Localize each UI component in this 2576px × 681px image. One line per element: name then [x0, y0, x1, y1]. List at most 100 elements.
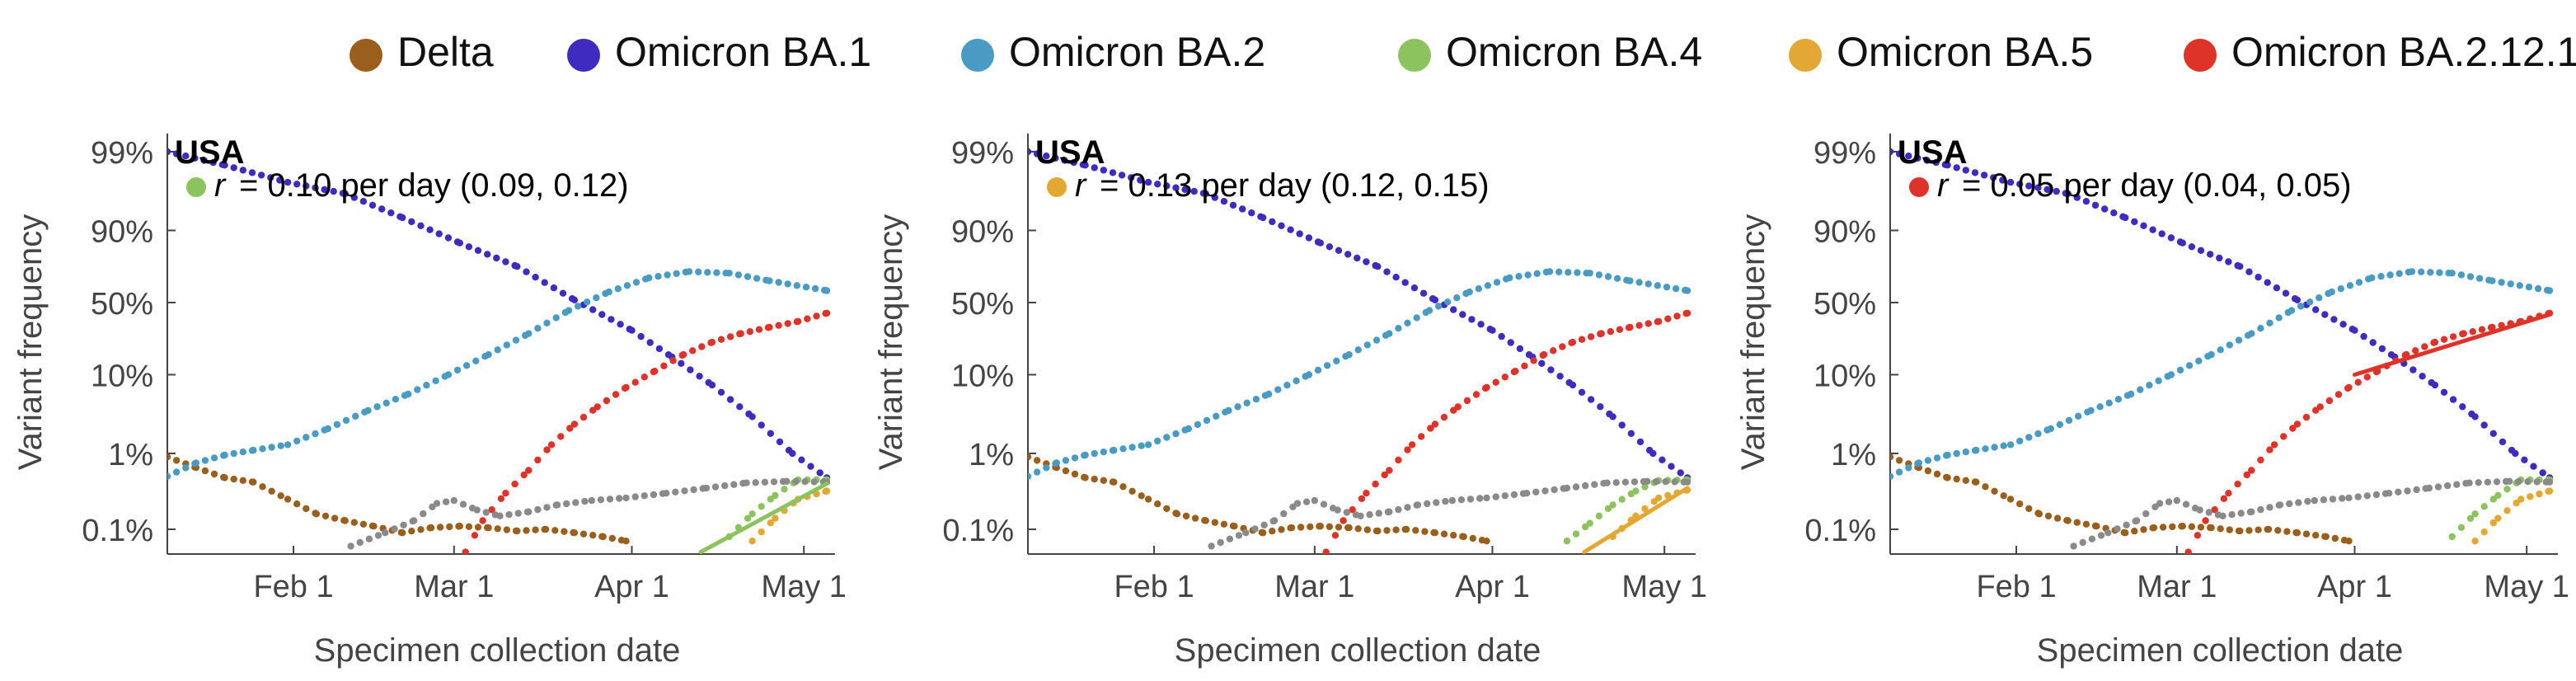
data-point-delta [551, 527, 559, 534]
data-point-omicron-ba-2 [2287, 307, 2296, 314]
data-point-omicron-ba-2-12-1 [1521, 362, 1528, 369]
data-point-delta [570, 529, 579, 537]
region-label: USA [1898, 134, 1967, 171]
data-point-omicron-ba-1 [2082, 198, 2090, 205]
data-point-omicron-ba-2-12-1 [1427, 425, 1434, 432]
data-point-omicron-ba-2 [1345, 350, 1353, 359]
data-point-omicron-ba-2 [392, 396, 400, 403]
data-point-omicron-ba-2-12-1 [2431, 338, 2439, 346]
data-point-other [1217, 538, 1224, 547]
data-point-delta [399, 529, 406, 537]
data-point-omicron-ba-2 [1404, 319, 1411, 326]
data-point-omicron-ba-2 [414, 386, 421, 393]
data-point-omicron-ba-1 [230, 164, 237, 171]
data-point-other [2248, 508, 2255, 515]
data-point-delta [1392, 526, 1400, 533]
data-point-omicron-ba-2-12-1 [2489, 323, 2496, 331]
data-point-omicron-ba-2 [2516, 282, 2523, 289]
data-point-omicron-ba-2-12-1 [2270, 441, 2278, 449]
data-point-other [365, 535, 373, 542]
data-point-omicron-ba-2-12-1 [737, 330, 744, 337]
data-point-omicron-ba-1 [2539, 469, 2546, 477]
data-point-omicron-ba-1 [1202, 190, 1209, 198]
data-point-other [2524, 478, 2531, 486]
data-point-other [1375, 510, 1382, 517]
data-point-omicron-ba-2 [2226, 341, 2233, 349]
data-point-omicron-ba-2 [2167, 371, 2175, 378]
data-point-delta [608, 534, 616, 542]
data-point-other [2182, 500, 2190, 508]
data-point-delta [622, 538, 630, 545]
data-point-omicron-ba-2 [565, 307, 573, 314]
data-point-delta [1953, 475, 1960, 483]
data-point-omicron-ba-2 [753, 275, 761, 282]
data-point-omicron-ba-2 [1082, 451, 1089, 459]
data-point-omicron-ba-2 [1354, 346, 1362, 354]
data-point-omicron-ba-2 [342, 416, 350, 425]
data-point-omicron-ba-2-12-1 [2460, 330, 2467, 337]
data-point-delta [2131, 528, 2138, 535]
annotation-dot [186, 177, 206, 197]
data-point-omicron-ba-1 [350, 194, 358, 201]
data-point-omicron-ba-1 [1100, 167, 1107, 174]
data-point-delta [1326, 523, 1334, 530]
data-point-omicron-ba-1 [2321, 311, 2329, 318]
data-point-omicron-ba-2-12-1 [2280, 433, 2287, 440]
data-point-omicron-ba-4 [1632, 487, 1640, 495]
data-point-other [563, 500, 570, 508]
data-point-omicron-ba-2-12-1 [2243, 471, 2250, 479]
data-point-omicron-ba-2 [221, 451, 228, 459]
data-point-delta [1191, 514, 1199, 522]
data-point-omicron-ba-1 [1269, 218, 1276, 226]
data-point-omicron-ba-2 [1466, 288, 1473, 296]
data-point-omicron-ba-5 [2517, 495, 2525, 503]
data-point-omicron-ba-2-12-1 [2248, 467, 2255, 474]
data-point-omicron-ba-2 [1062, 457, 1070, 464]
data-point-omicron-ba-2 [230, 449, 237, 458]
data-point-omicron-ba-1 [798, 456, 805, 463]
data-point-omicron-ba-1 [2073, 194, 2081, 201]
data-point-omicron-ba-5 [2489, 519, 2497, 527]
data-point-omicron-ba-2 [1243, 399, 1250, 406]
data-point-omicron-ba-2-12-1 [1372, 480, 1379, 488]
data-point-omicron-ba-2 [2137, 386, 2144, 393]
data-point-delta [1973, 478, 1980, 486]
data-point-other [1582, 481, 1589, 490]
x-tick-label: Mar 1 [2137, 570, 2217, 604]
data-point-delta [2345, 538, 2353, 545]
data-point-omicron-ba-1 [550, 284, 558, 292]
data-point-other [1343, 509, 1350, 516]
data-point-omicron-ba-1 [1932, 158, 1940, 167]
data-point-omicron-ba-1 [1477, 321, 1485, 328]
data-point-omicron-ba-2-12-1 [520, 471, 528, 479]
data-point-omicron-ba-2 [2466, 273, 2475, 280]
data-point-omicron-ba-2 [1163, 434, 1171, 441]
data-point-omicron-ba-2-12-1 [2202, 517, 2209, 524]
data-point-delta [2322, 533, 2330, 541]
data-point-delta [1211, 519, 1218, 526]
data-point-omicron-ba-1 [598, 311, 606, 318]
data-point-omicron-ba-1 [1181, 186, 1189, 194]
data-point-omicron-ba-1 [1668, 463, 1675, 470]
data-point-omicron-ba-1 [484, 251, 491, 258]
legend-label-omicron-ba-4: Omicron BA.4 [1446, 29, 1702, 75]
data-point-omicron-ba-2 [2056, 420, 2064, 429]
data-point-omicron-ba-2 [2498, 279, 2505, 286]
x-tick-label: Feb 1 [253, 570, 333, 604]
data-point-omicron-ba-1 [1962, 167, 1969, 174]
data-point-delta [1033, 457, 1041, 464]
data-point-omicron-ba-5 [2494, 514, 2502, 522]
data-point-delta [1335, 524, 1343, 531]
data-point-omicron-ba-2 [2525, 284, 2533, 291]
data-point-other [1442, 497, 1449, 505]
data-point-omicron-ba-2-12-1 [2449, 333, 2457, 340]
data-point-omicron-ba-2-12-1 [1559, 343, 1566, 350]
y-tick-label: 99% [1814, 136, 1876, 171]
data-point-delta [589, 532, 597, 539]
data-point-omicron-ba-2 [1546, 268, 1554, 275]
data-point-omicron-ba-1 [2140, 222, 2147, 229]
data-point-other [1644, 477, 1651, 485]
series-omicron-ba-5 [2471, 487, 2554, 545]
data-point-omicron-ba-2-12-1 [784, 320, 791, 327]
data-point-omicron-ba-2 [432, 377, 439, 385]
